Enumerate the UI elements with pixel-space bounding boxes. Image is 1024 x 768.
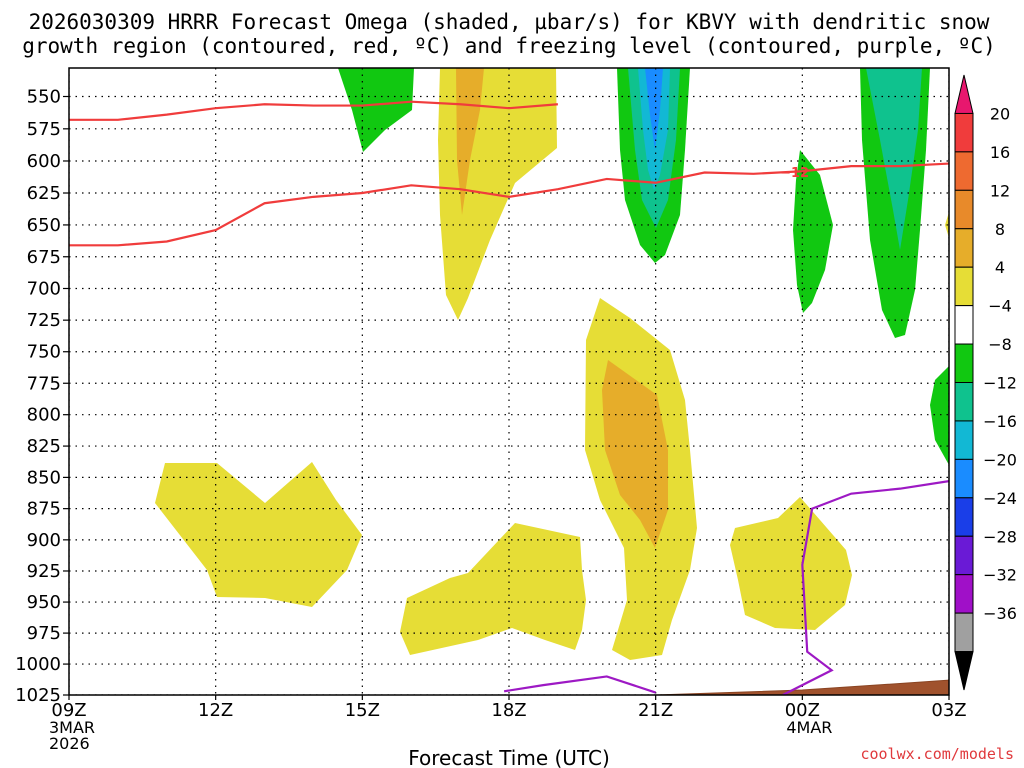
y-tick-label: 700 <box>27 278 61 299</box>
omega-colorbar: 20 16 12 8 4 −4 −8 −12 −16 −20 −24 −28 −32 −36 <box>954 74 1017 691</box>
colorbar-swatch <box>954 228 974 268</box>
y-tick-label: 950 <box>27 592 61 613</box>
chart-title-line-1: 2026030309 HRRR Forecast Omega (shaded, … <box>29 10 990 34</box>
x-tick-sublabel: 3MAR <box>49 718 95 737</box>
x-tick-label: 15Z <box>345 700 380 721</box>
y-tick-label: 775 <box>27 373 61 394</box>
y-tick-label: 600 <box>27 151 61 172</box>
chart-title-line-2: growth region (contoured, red, ºC) and f… <box>22 34 996 58</box>
y-tick-label: 625 <box>27 183 61 204</box>
colorbar-end-triangle <box>954 74 974 114</box>
isotherm-line <box>69 162 949 247</box>
colorbar-tick-label: −36 <box>983 604 1017 623</box>
colorbar-swatch <box>954 497 974 537</box>
y-tick-label: 800 <box>27 405 61 426</box>
colorbar-tick-label: −28 <box>983 527 1017 546</box>
omega-region-negative <box>930 366 949 465</box>
colorbar-swatch <box>954 266 974 307</box>
omega-region-negative <box>338 68 414 152</box>
y-axis: 550 575 600 625 650 675 700 725 750 775 800 825 850 8… <box>15 87 69 706</box>
plot-area: −18 −12 <box>68 0 950 696</box>
y-tick-label: 925 <box>27 561 61 582</box>
colorbar-end-triangle <box>954 651 974 691</box>
colorbar-tick-label: 20 <box>990 104 1010 123</box>
y-tick-label: 575 <box>27 119 61 140</box>
y-tick-label: 1025 <box>15 685 61 706</box>
y-tick-label: 900 <box>27 530 61 551</box>
omega-region-negative <box>793 150 833 313</box>
y-tick-label: 650 <box>27 215 61 236</box>
isotherm-label: −12 <box>780 166 809 181</box>
freezing-level-line <box>782 480 949 695</box>
y-tick-label: 825 <box>27 436 61 457</box>
x-axis-label: Forecast Time (UTC) <box>408 746 610 768</box>
x-tick-sublabel: 4MAR <box>786 718 832 737</box>
colorbar-swatch <box>954 343 974 383</box>
colorbar-tick-label: 12 <box>990 181 1010 200</box>
x-tick-label: 00Z <box>785 700 820 721</box>
colorbar-tick-label: −24 <box>983 489 1017 508</box>
isotherm-line <box>69 100 558 121</box>
credit-text: coolwx.com/models <box>860 745 1014 763</box>
colorbar-tick-label: −8 <box>988 335 1012 354</box>
x-tick-sublabel: 2026 <box>49 734 90 753</box>
x-tick-label: 12Z <box>198 700 233 721</box>
colorbar-swatch <box>954 535 974 576</box>
omega-region-positive-core <box>602 360 668 548</box>
y-tick-label: 725 <box>27 310 61 331</box>
colorbar-swatch <box>954 382 974 422</box>
isotherm-labels: −18 −12 <box>594 0 809 181</box>
freezing-level-line <box>503 675 657 694</box>
terrain-ground <box>69 679 949 695</box>
colorbar-swatch <box>954 112 974 153</box>
x-tick-label: 21Z <box>638 700 673 721</box>
omega-shading <box>155 68 949 660</box>
colorbar-swatch <box>954 458 974 499</box>
omega-region-positive <box>730 497 852 630</box>
colorbar-swatch <box>954 420 974 460</box>
colorbar-tick-label: −12 <box>983 374 1017 393</box>
omega-region-negative-mid <box>866 68 922 250</box>
colorbar-swatch <box>954 189 974 230</box>
colorbar-tick-label: 4 <box>995 258 1005 277</box>
omega-region-negative-strongest <box>645 68 663 150</box>
colorbar-swatch <box>954 305 974 345</box>
grid <box>69 68 949 695</box>
x-tick-label: 09Z <box>51 700 86 721</box>
colorbar-swatch <box>954 151 974 191</box>
y-tick-label: 675 <box>27 247 61 268</box>
colorbar-tick-label: −4 <box>988 297 1012 316</box>
y-tick-label: 1000 <box>15 654 61 675</box>
omega-region-positive <box>155 462 362 607</box>
colorbar-tick-label: −16 <box>983 412 1017 431</box>
y-tick-label: 875 <box>27 499 61 520</box>
dgz-isotherms <box>69 100 949 247</box>
freezing-level-lines <box>503 480 949 695</box>
colorbar-tick-label: −32 <box>983 566 1017 585</box>
colorbar-swatch <box>954 574 974 614</box>
y-tick-label: 750 <box>27 342 61 363</box>
y-tick-label: 850 <box>27 467 61 488</box>
omega-region-positive <box>400 523 586 655</box>
colorbar-tick-label: 16 <box>990 143 1010 162</box>
x-tick-label: 18Z <box>491 700 526 721</box>
isotherm-label: −18 <box>594 0 623 4</box>
x-tick-label: 03Z <box>931 700 966 721</box>
colorbar-tick-label: −20 <box>983 450 1017 469</box>
y-tick-label: 975 <box>27 623 61 644</box>
colorbar-tick-label: 8 <box>995 220 1005 239</box>
y-tick-label: 550 <box>27 87 61 108</box>
colorbar-swatch <box>954 612 974 653</box>
